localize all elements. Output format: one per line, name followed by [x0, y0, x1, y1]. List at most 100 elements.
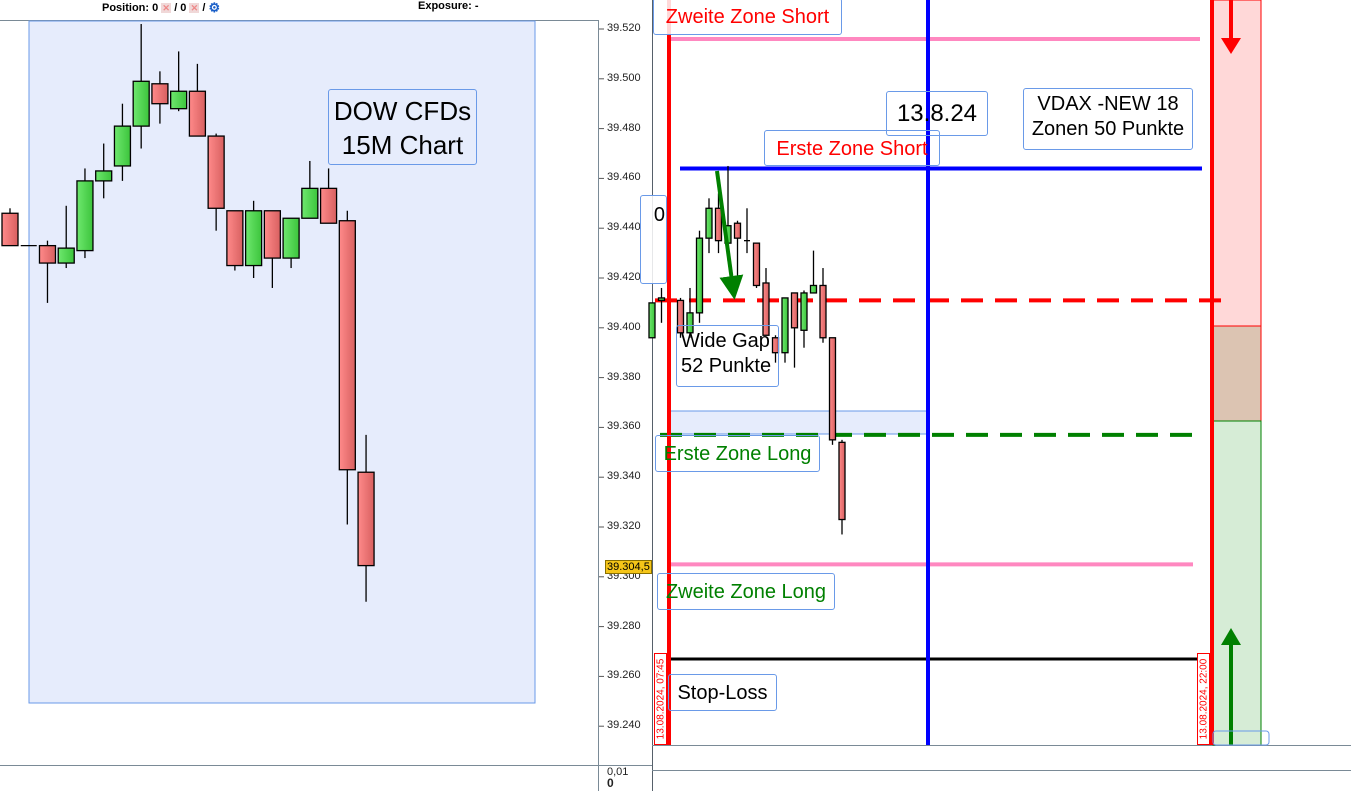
- candle[interactable]: [838, 439, 846, 535]
- candle-body-down: [357, 471, 375, 567]
- candle-body-up: [244, 210, 263, 267]
- candle[interactable]: [657, 287, 666, 323]
- session-end-text: 13.08.2024, 22:00: [1198, 658, 1209, 740]
- candle[interactable]: [809, 250, 818, 294]
- candle[interactable]: [244, 200, 263, 278]
- y-tick-label: 39.480: [607, 121, 641, 134]
- session-end-date-label: 13.08.2024, 22:00: [1197, 653, 1210, 745]
- candle-body-up: [686, 312, 694, 334]
- candle[interactable]: [1, 208, 19, 247]
- current-price-badge: 39.304,5: [605, 560, 652, 574]
- short-zone-column: [1212, 0, 1262, 327]
- candle[interactable]: [676, 297, 685, 338]
- candle[interactable]: [95, 143, 113, 199]
- candle[interactable]: [188, 63, 207, 137]
- dow-label-line2: 15M Chart: [341, 130, 464, 160]
- candle[interactable]: [263, 210, 282, 288]
- y-tick-label: 39.400: [607, 320, 641, 333]
- candle-body-up: [809, 284, 818, 294]
- gap-arrow-icon: [715, 170, 744, 300]
- cut-off-label[interactable]: 0: [640, 195, 667, 284]
- candle-body-down: [819, 284, 827, 339]
- candle[interactable]: [800, 290, 808, 348]
- separator: /: [202, 2, 206, 14]
- short-arrow-down-icon: [1221, 38, 1241, 54]
- date-note-label[interactable]: 13.8.24: [886, 91, 988, 136]
- exposure-label: Exposure: -: [418, 0, 479, 12]
- candle-body-up: [301, 187, 319, 219]
- candle[interactable]: [828, 337, 837, 445]
- vdax-line1: VDAX -NEW 18: [1037, 93, 1179, 115]
- y-tick-label: 39.440: [607, 221, 641, 234]
- candle-body-down: [714, 207, 723, 242]
- candle[interactable]: [113, 103, 132, 181]
- y-tick-label: 39.320: [607, 520, 641, 532]
- candle[interactable]: [744, 208, 750, 254]
- candle[interactable]: [695, 230, 704, 323]
- candle-body-down: [1, 212, 19, 247]
- zweite-zone-long-label[interactable]: Zweite Zone Long: [657, 573, 835, 610]
- candle-body-down: [188, 90, 207, 137]
- close-short-icon[interactable]: ✕: [189, 3, 200, 13]
- candle-body-down: [676, 299, 685, 334]
- candle[interactable]: [38, 240, 57, 303]
- candle[interactable]: [705, 198, 713, 254]
- candle-body-up: [657, 297, 666, 302]
- stop-loss-label[interactable]: Stop-Loss: [668, 674, 777, 711]
- session-start-date-label: 13.08.2024, 07:45: [654, 653, 667, 745]
- candle[interactable]: [819, 268, 827, 343]
- zweite-zone-short-label[interactable]: Zweite Zone Short: [653, 0, 842, 35]
- position-short-value: / 0: [174, 2, 187, 14]
- y-tick-label: 39.360: [607, 420, 641, 433]
- candle[interactable]: [207, 133, 225, 231]
- candle[interactable]: [733, 220, 742, 283]
- candle[interactable]: [686, 287, 694, 338]
- wide-gap-line1: Wide Gap: [681, 330, 770, 352]
- y-tick-label: 39.260: [607, 669, 641, 682]
- candle[interactable]: [301, 160, 319, 219]
- candle[interactable]: [57, 205, 75, 269]
- candle-body-down: [207, 135, 225, 209]
- candle-body-up: [95, 170, 113, 182]
- gears-icon[interactable]: ⚙: [208, 0, 221, 15]
- long-arrow-up-icon: [1221, 628, 1241, 645]
- candle-body-up: [170, 90, 188, 110]
- dow-chart-label[interactable]: DOW CFDs 15M Chart: [328, 89, 477, 165]
- candle[interactable]: [714, 193, 723, 254]
- candle[interactable]: [752, 242, 761, 288]
- candle-body-down: [38, 244, 57, 264]
- candle[interactable]: [226, 210, 244, 271]
- erste-zone-long-label[interactable]: Erste Zone Long: [655, 435, 820, 472]
- candle-body-down: [226, 210, 244, 267]
- candle-body-up: [76, 180, 94, 252]
- dow-label-line1: DOW CFDs: [333, 96, 472, 126]
- candle[interactable]: [357, 434, 375, 602]
- candle[interactable]: [282, 217, 300, 269]
- candle-body-up: [800, 292, 808, 331]
- candle[interactable]: [790, 292, 799, 368]
- candle[interactable]: [338, 210, 356, 525]
- candle-body-up: [781, 297, 789, 354]
- candle[interactable]: [319, 168, 338, 224]
- candle[interactable]: [151, 71, 169, 124]
- candle[interactable]: [781, 297, 789, 363]
- candle-body-down: [838, 441, 846, 521]
- candle-body-down: [733, 222, 742, 239]
- dow-highlight-area: [28, 20, 536, 704]
- candle[interactable]: [76, 168, 94, 259]
- wide-gap-label[interactable]: Wide Gap 52 Punkte: [676, 325, 779, 387]
- subpanel-tick-top: 0,01: [607, 766, 629, 778]
- candle[interactable]: [170, 51, 188, 112]
- y-tick-label: 39.240: [607, 719, 641, 732]
- candle-body-up: [113, 125, 132, 167]
- candle[interactable]: [762, 268, 770, 336]
- erste-zone-short-label[interactable]: Erste Zone Short: [764, 130, 940, 166]
- close-long-icon[interactable]: ✕: [161, 3, 172, 13]
- candle[interactable]: [132, 24, 150, 149]
- candle-body-down: [752, 242, 761, 287]
- vdax-label[interactable]: VDAX -NEW 18 Zonen 50 Punkte: [1023, 88, 1193, 150]
- candle[interactable]: [648, 302, 656, 339]
- long-zone-column: [1212, 420, 1262, 746]
- small-box: [1212, 730, 1270, 746]
